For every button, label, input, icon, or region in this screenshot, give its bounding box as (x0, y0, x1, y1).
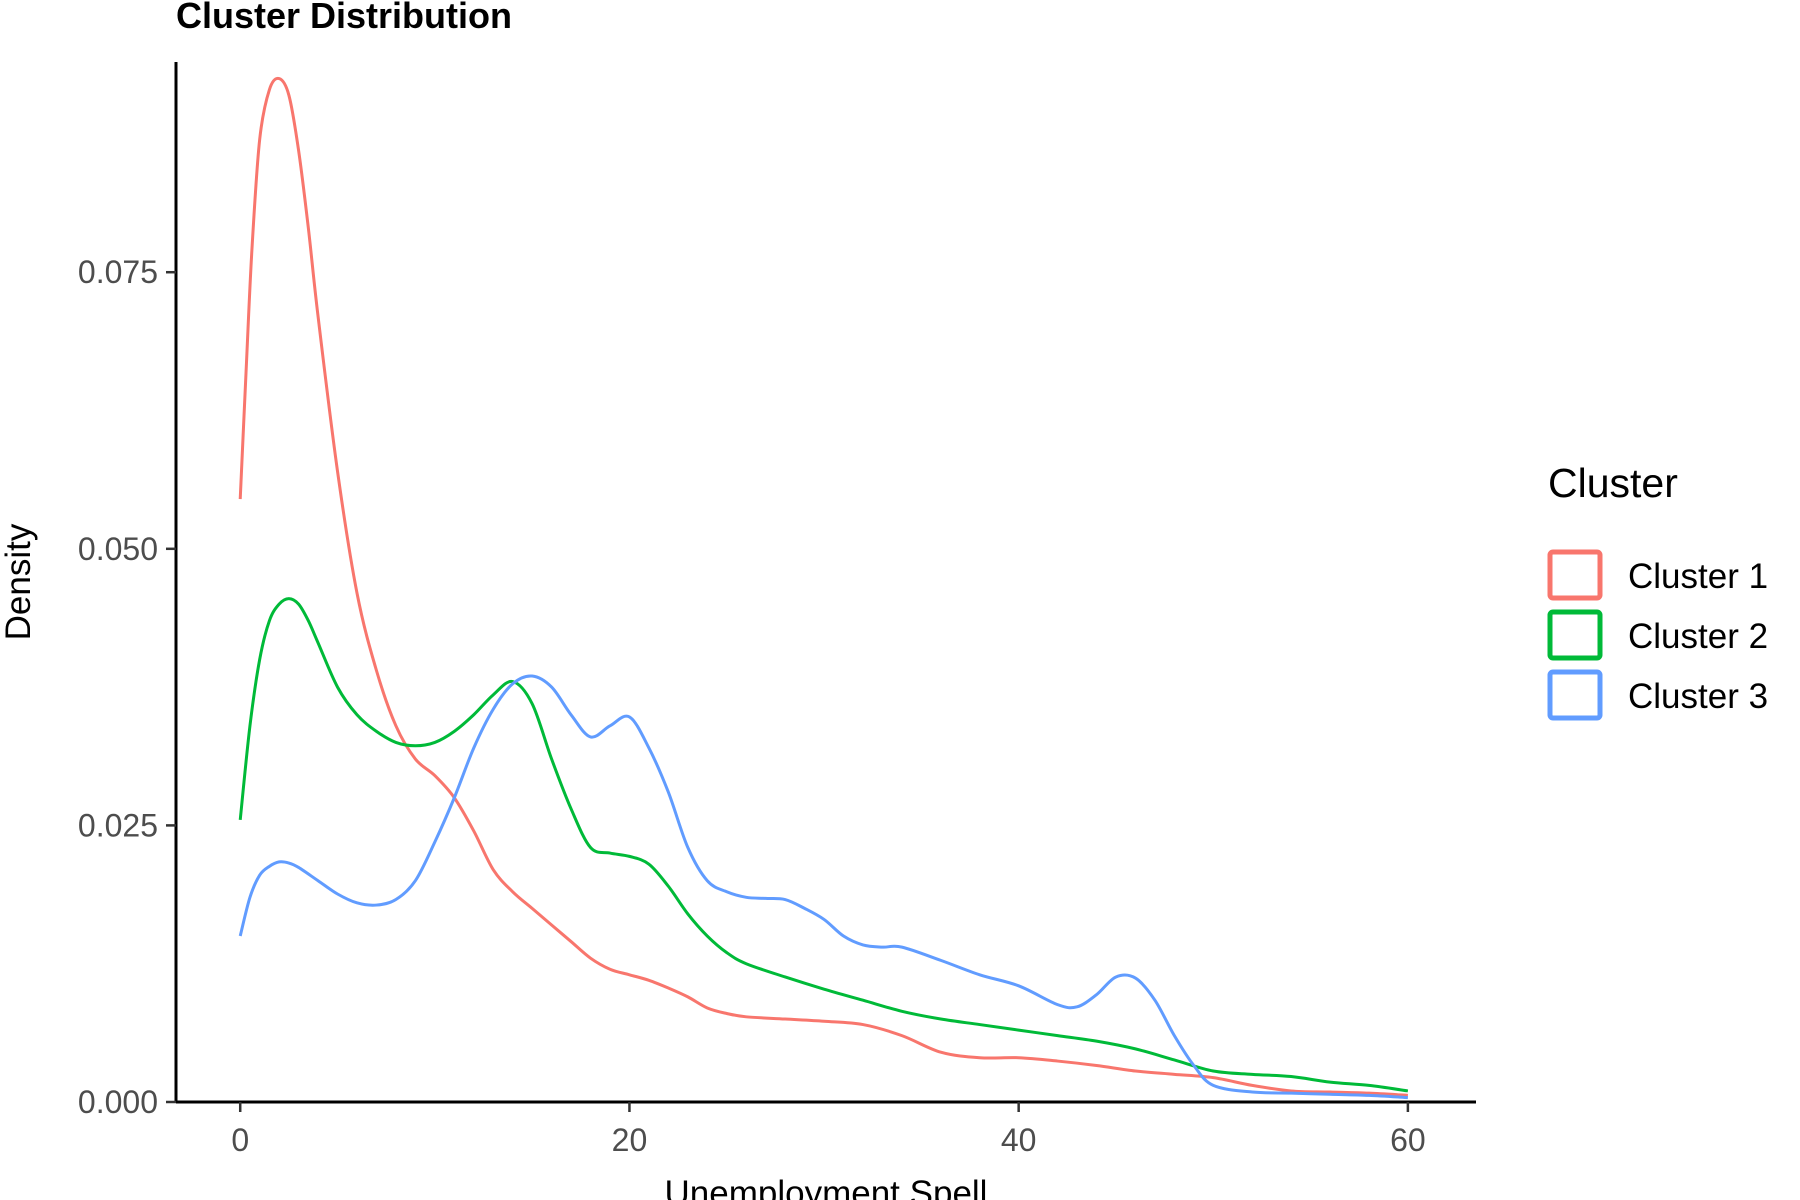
legend-title: Cluster (1548, 460, 1678, 506)
x-tick-label: 40 (1001, 1122, 1037, 1158)
chart-title: Cluster Distribution (176, 0, 512, 36)
legend-key-cluster-1 (1547, 549, 1603, 601)
legend-key-cluster-2 (1547, 609, 1603, 661)
y-ticks: 0.000 0.025 0.050 0.075 (78, 254, 176, 1120)
y-tick-label: 0.025 (78, 807, 158, 843)
legend-label-cluster-2: Cluster 2 (1628, 617, 1768, 656)
series-line-cluster-3 (238, 674, 1408, 1100)
y-tick-label: 0.075 (78, 254, 158, 290)
series-line-cluster-2 (238, 597, 1409, 1093)
x-axis-title: Unemployment Spell (665, 1174, 988, 1200)
x-tick-label: 60 (1390, 1122, 1426, 1158)
legend: Cluster Cluster 1 Cluster 2 Cluster 3 (1547, 460, 1768, 721)
y-tick-label: 0.000 (78, 1084, 158, 1120)
x-ticks: 0 20 40 60 (231, 1102, 1426, 1158)
x-tick-label: 20 (612, 1122, 648, 1158)
legend-label-cluster-3: Cluster 3 (1628, 677, 1768, 716)
plot-area (238, 76, 1409, 1100)
y-tick-label: 0.050 (78, 531, 158, 567)
legend-label-cluster-1: Cluster 1 (1628, 557, 1768, 596)
legend-key-cluster-3 (1547, 669, 1603, 721)
y-axis-title: Density (0, 523, 38, 640)
x-tick-label: 0 (231, 1122, 249, 1158)
series-line-cluster-1 (238, 76, 1408, 1097)
